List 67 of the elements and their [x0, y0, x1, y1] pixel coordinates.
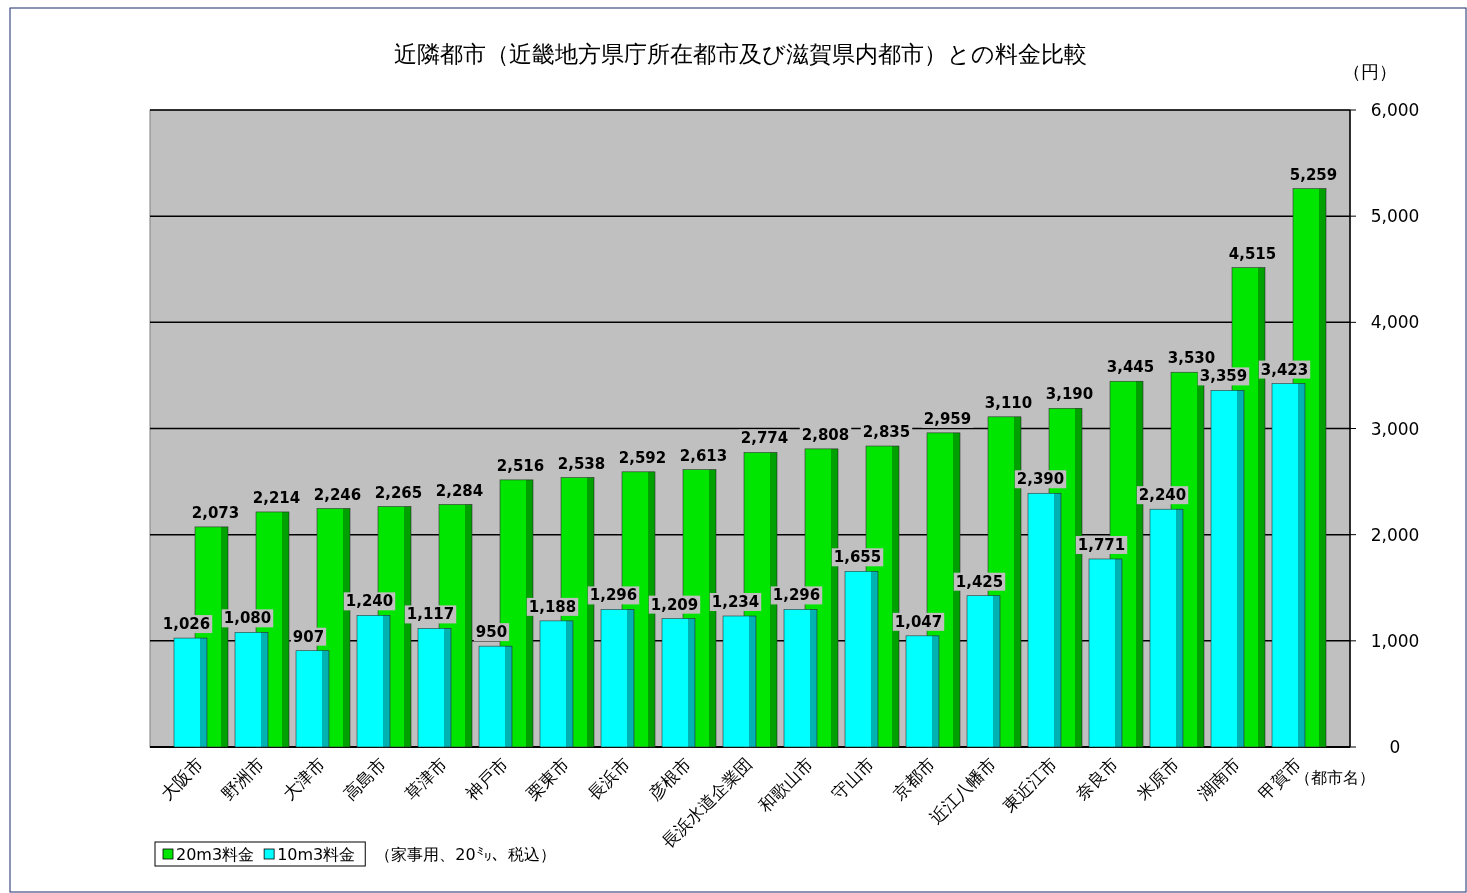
data-label: 950: [475, 623, 508, 642]
chart-title: 近隣都市（近畿地方県庁所在都市及び滋賀県内都市）との料金比較: [393, 41, 1087, 67]
data-label: 2,516: [496, 456, 545, 475]
data-label: 1,425: [955, 572, 1004, 591]
data-label: 4,515: [1228, 244, 1277, 263]
x-tick-label: 草津市: [400, 753, 451, 804]
data-label: 2,774: [740, 429, 789, 448]
x-tick-label: 湖南市: [1193, 753, 1244, 804]
data-label: 2,390: [1016, 470, 1065, 489]
data-label: 1,117: [406, 605, 455, 624]
data-label: 1,080: [223, 609, 272, 628]
y-tick-label: 5,000: [1370, 206, 1420, 227]
data-label: 3,359: [1199, 367, 1248, 386]
data-label: 1,188: [528, 597, 577, 616]
data-label: 2,073: [191, 503, 240, 522]
x-tick-label: 野洲市: [217, 753, 268, 804]
data-label: 3,423: [1260, 360, 1309, 379]
data-label: 1,047: [894, 612, 943, 631]
data-label: 2,284: [435, 481, 484, 500]
y-tick-label: 2,000: [1370, 524, 1420, 545]
data-label: 1,771: [1077, 535, 1126, 554]
x-tick-label: 神戸市: [461, 753, 512, 804]
data-label: 1,655: [833, 548, 882, 567]
x-tick-label: 高島市: [339, 753, 390, 804]
legend-label: 10m3料金: [277, 845, 356, 864]
data-label: 1,240: [345, 592, 394, 611]
x-tick-label: 米原市: [1132, 753, 1183, 804]
data-label: 5,259: [1289, 165, 1338, 184]
data-label: 1,234: [711, 592, 760, 611]
x-tick-label: 大阪市: [156, 753, 207, 804]
data-label: 1,209: [650, 595, 699, 614]
y-axis-title: （円）: [1343, 61, 1397, 82]
legend-label: 20m3料金: [176, 845, 255, 864]
x-tick-label: 栗東市: [522, 753, 573, 804]
text: （家事用、20㍉、税込）: [375, 845, 556, 864]
data-label: 2,246: [313, 485, 362, 504]
x-tick-label: 守山市: [827, 753, 878, 804]
data-label: 2,959: [923, 409, 972, 428]
data-label: 3,110: [984, 393, 1033, 412]
y-tick-label: 0: [1389, 737, 1401, 757]
x-tick-label: 長浜市: [583, 753, 634, 804]
data-label: 2,538: [557, 454, 606, 473]
data-label: 2,835: [862, 423, 911, 442]
data-label: 2,240: [1138, 486, 1187, 505]
x-tick-label: 京都市: [888, 753, 939, 804]
x-tick-label: 大津市: [278, 753, 329, 804]
y-tick-label: 3,000: [1370, 418, 1420, 439]
data-label: 3,190: [1045, 385, 1094, 404]
data-label: 2,613: [679, 446, 728, 465]
data-label: 2,265: [374, 483, 423, 502]
data-label: 1,026: [162, 615, 211, 634]
data-label: 3,530: [1167, 349, 1216, 368]
x-tick-label: 甲賀市: [1254, 753, 1305, 804]
data-label: 2,214: [252, 488, 301, 507]
data-label: 907: [292, 627, 325, 646]
x-tick-label: 彦根市: [644, 753, 695, 804]
data-label: 1,296: [589, 586, 638, 605]
data-label: 2,592: [618, 448, 667, 467]
y-tick-label: 4,000: [1370, 312, 1420, 333]
data-label: 2,808: [801, 425, 850, 444]
x-tick-label: 和歌山市: [754, 753, 817, 816]
data-label: 3,445: [1106, 358, 1155, 377]
y-tick-label: 1,000: [1370, 630, 1420, 651]
x-tick-label: 東近江市: [998, 753, 1061, 816]
data-label: 1,296: [772, 586, 821, 605]
x-tick-label: 奈良市: [1071, 753, 1122, 804]
y-tick-label: 6,000: [1370, 100, 1420, 120]
